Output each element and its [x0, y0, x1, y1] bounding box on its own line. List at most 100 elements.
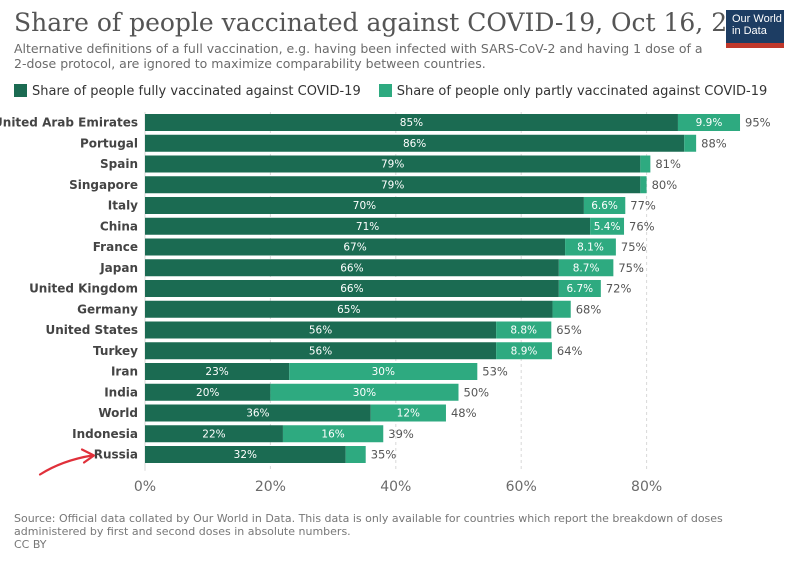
data-label-partial: 16% — [321, 428, 344, 440]
data-label-full: 56% — [309, 325, 332, 337]
bar-partly-vaccinated — [640, 155, 651, 173]
bar-partly-vaccinated — [552, 300, 571, 318]
bar-partly-vaccinated — [590, 217, 625, 235]
legend-swatch-partial — [378, 84, 392, 97]
data-label-total: 75% — [618, 261, 644, 275]
data-label-full: 86% — [403, 138, 426, 150]
data-label-full: 79% — [381, 179, 404, 191]
bar-partly-vaccinated — [684, 134, 697, 152]
data-label-total: 35% — [371, 448, 397, 462]
data-label-total: 75% — [621, 240, 647, 254]
data-label-full: 22% — [202, 428, 225, 440]
bar-fully-vaccinated — [145, 404, 371, 422]
country-label: Iran — [111, 365, 138, 379]
data-label-full: 36% — [246, 408, 269, 420]
country-label: World — [98, 406, 138, 420]
x-tick-label: 80% — [631, 479, 662, 495]
data-label-full: 70% — [353, 200, 376, 212]
country-label: United States — [45, 323, 138, 337]
data-label-total: 64% — [557, 344, 583, 358]
country-label: Turkey — [93, 344, 138, 358]
country-label: Portugal — [80, 136, 138, 150]
data-label-total: 50% — [464, 385, 490, 399]
country-label: Italy — [108, 199, 138, 213]
data-label-total: 68% — [576, 302, 602, 316]
bar-fully-vaccinated — [145, 425, 283, 443]
data-label-full: 20% — [196, 387, 219, 399]
data-label-partial: 30% — [372, 366, 395, 378]
bar-partly-vaccinated — [345, 446, 366, 463]
bar-partly-vaccinated — [640, 176, 647, 194]
data-label-partial: 8.9% — [511, 345, 538, 357]
bar-partly-vaccinated — [558, 280, 601, 297]
data-label-total: 95% — [745, 116, 771, 130]
data-label-full: 71% — [356, 221, 379, 233]
x-tick-label: 60% — [506, 479, 537, 495]
country-label: Singapore — [69, 178, 138, 192]
data-label-full: 67% — [343, 242, 366, 254]
owid-logo[interactable]: Our World in Data — [726, 10, 784, 48]
bar-fully-vaccinated — [145, 363, 290, 380]
bar-partly-vaccinated — [496, 321, 552, 339]
country-label: Spain — [100, 157, 138, 171]
country-label: China — [100, 219, 138, 233]
bar-partly-vaccinated — [370, 404, 446, 422]
x-tick-label: 40% — [380, 479, 411, 495]
data-label-full: 56% — [309, 345, 332, 357]
data-label-total: 77% — [630, 199, 656, 213]
bar-partly-vaccinated — [558, 259, 614, 277]
legend-label-full: Share of people fully vaccinated against… — [32, 84, 361, 99]
bar-partly-vaccinated — [289, 363, 478, 380]
x-tick-label: 20% — [255, 479, 286, 495]
country-label: United Kingdom — [29, 282, 138, 296]
bar-partly-vaccinated — [565, 238, 616, 256]
legend-swatch-full — [14, 84, 27, 97]
data-label-partial: 6.7% — [566, 283, 593, 295]
bar-fully-vaccinated — [145, 446, 346, 463]
data-label-full: 85% — [400, 117, 423, 129]
bar-fully-vaccinated — [145, 383, 271, 401]
data-label-total: 80% — [652, 178, 678, 192]
data-label-total: 53% — [482, 365, 508, 379]
data-label-total: 88% — [701, 136, 727, 150]
chart-title: Share of people vaccinated against COVID… — [14, 8, 775, 37]
data-label-total: 39% — [388, 427, 414, 441]
annotation-arrow-head — [80, 448, 96, 464]
bar-partly-vaccinated — [677, 114, 741, 131]
country-label: United Arab Emirates — [0, 116, 138, 130]
bar-fully-vaccinated — [145, 259, 559, 277]
data-label-full: 66% — [340, 262, 363, 274]
data-label-total: 48% — [451, 406, 477, 420]
data-label-full: 79% — [381, 159, 404, 171]
bar-fully-vaccinated — [145, 238, 566, 256]
bar-fully-vaccinated — [145, 321, 497, 339]
data-label-partial: 9.9% — [696, 117, 723, 129]
bar-fully-vaccinated — [145, 217, 591, 235]
source-text: Source: Official data collated by Our Wo… — [14, 512, 723, 538]
bar-partly-vaccinated — [282, 425, 384, 443]
chart-subtitle: Alternative definitions of a full vaccin… — [14, 41, 703, 71]
data-label-full: 32% — [234, 449, 257, 461]
license-text: CC BY — [14, 538, 47, 551]
logo-accent-bar — [726, 43, 784, 48]
bar-fully-vaccinated — [145, 280, 559, 297]
data-label-partial: 5.4% — [594, 221, 621, 233]
bar-fully-vaccinated — [145, 197, 584, 214]
data-label-partial: 6.6% — [591, 200, 618, 212]
legend-item-partial[interactable]: Share of people only partly vaccinated a… — [378, 84, 768, 99]
bar-fully-vaccinated — [145, 114, 678, 131]
x-tick-label: 0% — [134, 479, 156, 495]
bar-fully-vaccinated — [145, 342, 497, 360]
data-label-partial: 12% — [397, 408, 420, 420]
logo-line-1: Our World — [732, 13, 782, 25]
legend-item-full[interactable]: Share of people fully vaccinated against… — [14, 84, 361, 99]
legend-label-partial: Share of people only partly vaccinated a… — [396, 84, 768, 99]
bar-chart: 0% 20% 40% 60% 80% United Arab Emirates 85% 9.9… — [0, 112, 771, 495]
bar-fully-vaccinated — [145, 155, 641, 173]
bar-partly-vaccinated — [583, 197, 626, 214]
bar-fully-vaccinated — [145, 300, 553, 318]
country-label: Russia — [94, 448, 138, 462]
logo-line-2: in Data — [732, 25, 767, 37]
data-label-total: 65% — [556, 323, 582, 337]
data-label-total: 72% — [606, 282, 632, 296]
